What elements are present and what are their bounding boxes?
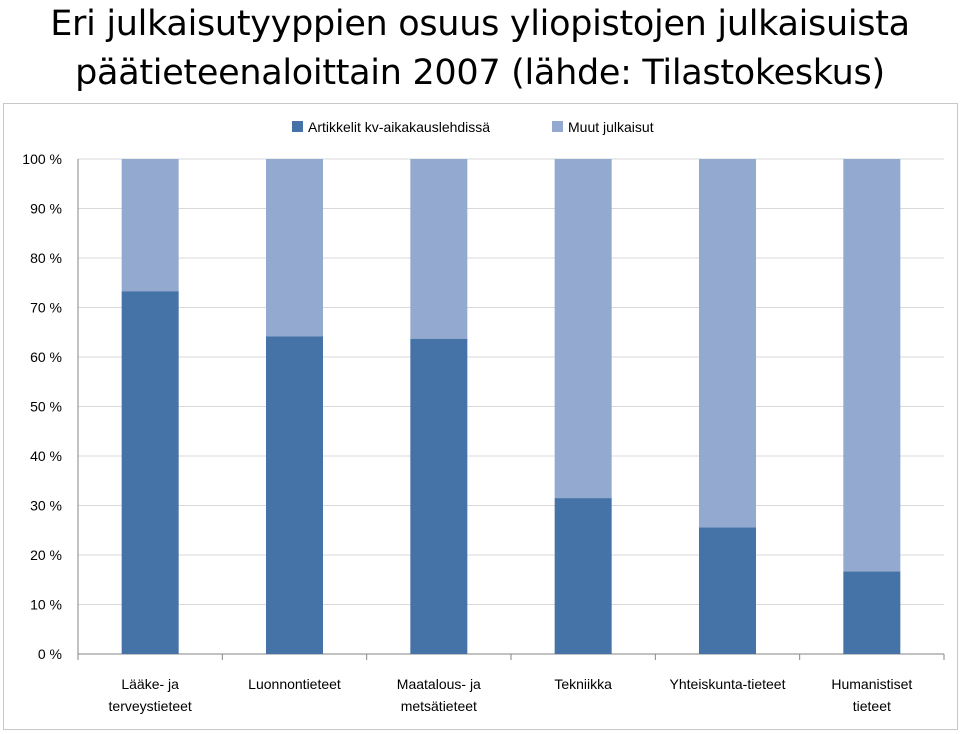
bar-segment	[843, 159, 901, 572]
y-tick-label: 20 %	[30, 547, 62, 563]
y-tick-label: 0 %	[38, 646, 62, 662]
category-label: tieteet	[853, 698, 891, 714]
bar-segment	[121, 159, 179, 292]
bar-segment	[266, 336, 323, 654]
bar-segment	[843, 571, 901, 654]
y-tick-label: 100 %	[22, 151, 62, 167]
category-label: Luonnontieteet	[248, 676, 341, 692]
y-tick-label: 70 %	[30, 300, 62, 316]
y-tick-label: 40 %	[30, 448, 62, 464]
y-tick-label: 50 %	[30, 399, 62, 415]
y-tick-label: 30 %	[30, 498, 62, 514]
y-tick-label: 90 %	[30, 201, 62, 217]
bar-segment	[699, 527, 756, 654]
chart-title: Eri julkaisutyyppien osuus yliopistojen …	[0, 0, 960, 98]
title-line-1: Eri julkaisutyyppien osuus yliopistojen …	[50, 4, 910, 44]
bar-segment	[554, 498, 612, 654]
title-line-2: päätieteenaloittain 2007 (lähde: Tilasto…	[75, 53, 885, 93]
legend-label: Muut julkaisut	[568, 119, 654, 135]
bar-segment	[410, 159, 468, 339]
category-label: Tekniikka	[554, 676, 612, 692]
category-label: Humanistiset	[831, 676, 912, 692]
category-label: Yhteiskunta-tieteet	[670, 676, 786, 692]
legend-swatch	[292, 121, 303, 132]
legend-label: Artikkelit kv-aikakauslehdissä	[308, 119, 490, 135]
category-label: terveystieteet	[109, 698, 192, 714]
bar-segment	[266, 159, 323, 337]
category-label: metsätieteet	[401, 698, 477, 714]
y-tick-label: 80 %	[30, 250, 62, 266]
category-label: Maatalous- ja	[397, 676, 481, 692]
y-tick-label: 60 %	[30, 349, 62, 365]
legend-swatch	[552, 121, 563, 132]
y-tick-label: 10 %	[30, 597, 62, 613]
bar-segment	[554, 159, 612, 499]
bar-segment	[699, 159, 756, 528]
bar-segment	[121, 291, 179, 654]
bar-segment	[410, 338, 468, 654]
category-label: Lääke- ja	[121, 676, 179, 692]
